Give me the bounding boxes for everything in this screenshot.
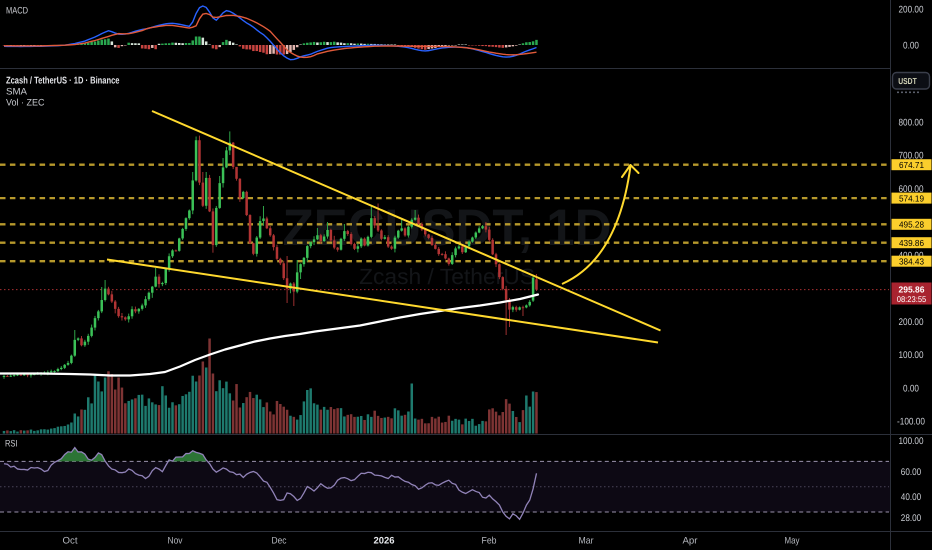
svg-text:200.00: 200.00 bbox=[899, 4, 924, 15]
svg-text:384.43: 384.43 bbox=[899, 256, 924, 266]
svg-text:574.19: 574.19 bbox=[899, 193, 924, 203]
svg-text:200.00: 200.00 bbox=[899, 317, 924, 328]
svg-text:08:23:55: 08:23:55 bbox=[897, 295, 927, 304]
svg-text:800.00: 800.00 bbox=[899, 117, 924, 128]
svg-text:Zcash / TetherUS · 1D · Binanc: Zcash / TetherUS · 1D · Binance bbox=[6, 76, 120, 87]
svg-text:May: May bbox=[785, 536, 800, 547]
svg-text:100.00: 100.00 bbox=[899, 350, 924, 361]
svg-text:SMA: SMA bbox=[6, 87, 28, 98]
svg-text:2026: 2026 bbox=[374, 536, 395, 547]
svg-text:495.28: 495.28 bbox=[899, 220, 924, 230]
svg-text:674.71: 674.71 bbox=[899, 160, 924, 170]
svg-text:Dec: Dec bbox=[272, 536, 287, 547]
svg-text:RSI: RSI bbox=[5, 439, 18, 450]
svg-text:600.00: 600.00 bbox=[899, 184, 924, 195]
svg-text:USDT: USDT bbox=[898, 76, 917, 86]
svg-text:MACD: MACD bbox=[6, 6, 28, 17]
svg-text:Nov: Nov bbox=[168, 536, 183, 547]
svg-text:0.00: 0.00 bbox=[903, 40, 919, 51]
svg-text:Feb: Feb bbox=[482, 536, 497, 547]
svg-text:Zcash / TetherUS: Zcash / TetherUS bbox=[359, 264, 535, 289]
svg-text:439.86: 439.86 bbox=[899, 238, 924, 248]
svg-text:Apr: Apr bbox=[683, 536, 698, 547]
svg-text:700.00: 700.00 bbox=[899, 151, 924, 162]
svg-text:60.00: 60.00 bbox=[901, 467, 921, 478]
svg-text:ZECUSDT, 1D: ZECUSDT, 1D bbox=[283, 198, 612, 256]
svg-text:295.86: 295.86 bbox=[899, 285, 925, 295]
svg-text:0.00: 0.00 bbox=[903, 383, 919, 394]
svg-text:Vol · ZEC: Vol · ZEC bbox=[6, 98, 45, 109]
svg-text:28.00: 28.00 bbox=[901, 513, 921, 524]
svg-text:Oct: Oct bbox=[63, 536, 78, 547]
svg-text:40.00: 40.00 bbox=[901, 492, 921, 503]
svg-text:-100.00: -100.00 bbox=[897, 417, 925, 428]
svg-text:Mar: Mar bbox=[579, 536, 594, 547]
svg-text:100.00: 100.00 bbox=[899, 436, 924, 447]
